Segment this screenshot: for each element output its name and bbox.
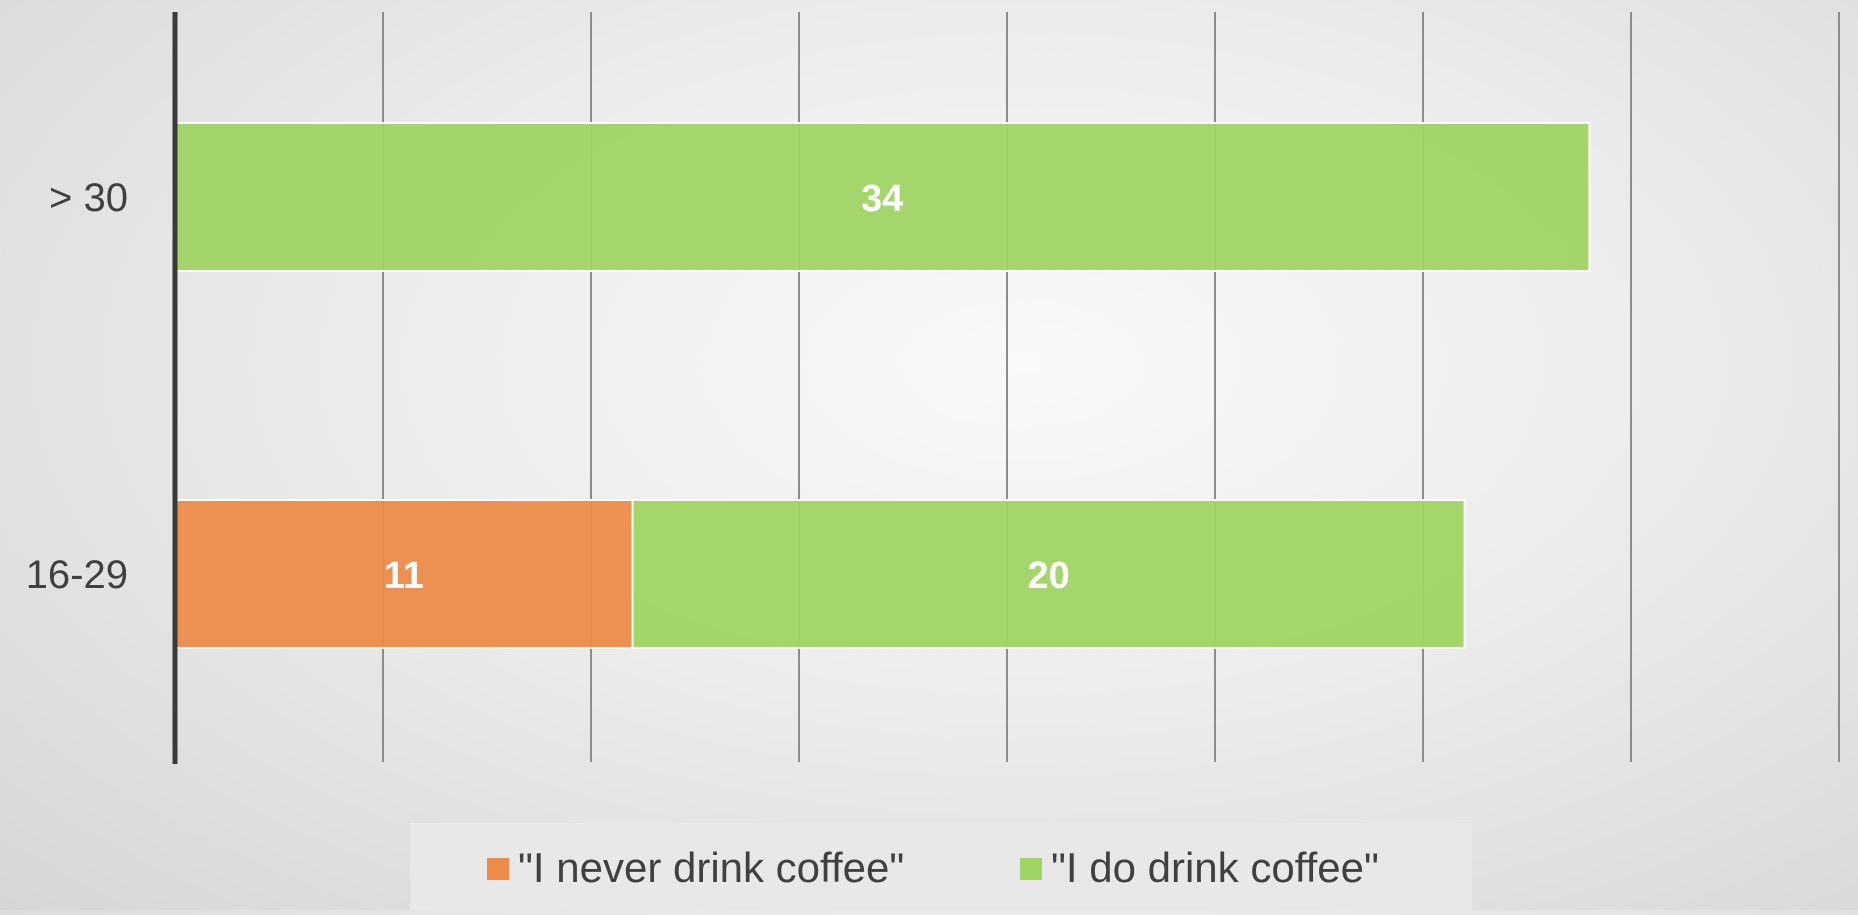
- legend-box: [410, 823, 1472, 913]
- legend-label-1: "I do drink coffee": [1051, 844, 1379, 891]
- category-label-1: 16-29: [26, 553, 128, 597]
- data-label-1-series-1: 20: [1027, 555, 1069, 597]
- bar-1-series-0: [174, 499, 634, 649]
- data-label-1-series-0: 11: [384, 555, 424, 597]
- data-label-0-series-1: 34: [861, 178, 903, 220]
- legend-swatch-1: [1020, 858, 1042, 880]
- category-label-0: > 30: [49, 176, 128, 220]
- legend-label-0: "I never drink coffee": [518, 844, 904, 891]
- legend-swatch-0: [487, 858, 509, 880]
- bar-1-series-1: [631, 499, 1466, 649]
